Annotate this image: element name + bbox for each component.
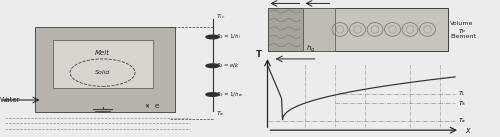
Circle shape bbox=[206, 35, 219, 39]
Text: $R_2 = e/k$: $R_2 = e/k$ bbox=[216, 61, 240, 70]
Text: $T_{ic}$: $T_{ic}$ bbox=[216, 12, 226, 21]
Text: Melt: Melt bbox=[95, 50, 110, 56]
Text: Element: Element bbox=[450, 34, 476, 39]
Text: $T_a$: $T_a$ bbox=[458, 116, 466, 125]
Text: $T_L$: $T_L$ bbox=[458, 89, 466, 98]
Text: Volume: Volume bbox=[450, 22, 473, 26]
Text: $T_a$: $T_a$ bbox=[216, 109, 224, 118]
Text: e: e bbox=[155, 103, 159, 109]
Bar bbox=[52, 40, 152, 88]
Text: $R_3 = 1/h_w$: $R_3 = 1/h_w$ bbox=[216, 90, 244, 99]
Text: $T_P$: $T_P$ bbox=[458, 27, 466, 36]
Text: $h_e$: $h_e$ bbox=[280, 0, 288, 1]
Text: T: T bbox=[256, 50, 262, 59]
Bar bbox=[302, 8, 335, 51]
Text: $R_1 = 1/h_i$: $R_1 = 1/h_i$ bbox=[216, 33, 242, 41]
Text: x: x bbox=[465, 126, 470, 135]
Circle shape bbox=[206, 93, 219, 96]
Bar bbox=[268, 8, 302, 51]
Text: $h_g$: $h_g$ bbox=[306, 43, 315, 55]
Text: Water: Water bbox=[0, 97, 20, 103]
Bar bbox=[35, 27, 175, 112]
Circle shape bbox=[206, 64, 219, 68]
Text: $h_i$: $h_i$ bbox=[312, 0, 320, 1]
Text: $T_S$: $T_S$ bbox=[458, 99, 466, 108]
Text: Solid: Solid bbox=[95, 70, 110, 75]
Bar bbox=[268, 8, 448, 51]
